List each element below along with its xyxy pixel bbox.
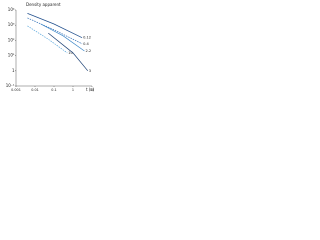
y-tick-label: 1 — [12, 68, 15, 73]
chart: Density apparent t (s) 10⁻¹ 1 10¹ 10² 10³ 10⁴… — [0, 0, 100, 100]
line — [27, 25, 68, 54]
y-tick-label: 10² — [8, 37, 15, 42]
x-tick-label: 10 — [90, 88, 94, 92]
line — [27, 13, 83, 39]
line — [48, 32, 89, 72]
x-tick-label: 1 — [72, 88, 74, 92]
x-tick-label: 0.1 — [51, 88, 56, 92]
x-tick-label: 0.001 — [11, 88, 21, 92]
y-tick-label: 10⁻¹ — [6, 83, 15, 88]
y-tick-label: 10¹ — [8, 53, 15, 58]
line — [40, 23, 85, 52]
y-tick-label: 10⁴ — [8, 7, 15, 12]
series-label: 0.12 — [83, 36, 91, 40]
chart-title: Density apparent — [26, 2, 61, 7]
y-tick-label: 10³ — [8, 22, 15, 27]
series-label: 2.2 — [85, 49, 91, 53]
series-label: 0.4 — [83, 42, 89, 46]
x-tick-label: 0.01 — [31, 88, 39, 92]
series-label: 3 — [89, 69, 91, 73]
series-label: 10 — [68, 51, 73, 55]
x-axis-label: t (s) — [86, 87, 94, 92]
